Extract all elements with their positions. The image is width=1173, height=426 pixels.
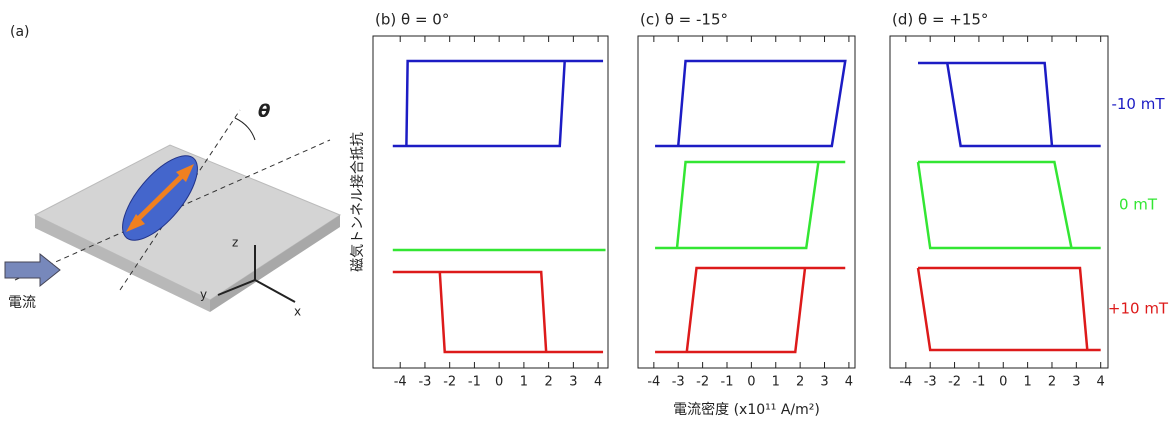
x-tick-label: -2 [948, 375, 961, 390]
series-label: -10 mT [1111, 95, 1165, 113]
x-tick-label: 4 [845, 375, 853, 390]
x-tick-label: -2 [443, 375, 456, 390]
panel-label: (a) [10, 24, 30, 40]
angle-label: θ [258, 101, 270, 122]
x-tick-label: 3 [569, 375, 577, 390]
hysteresis-line [393, 272, 603, 352]
x-tick-label: -1 [721, 375, 734, 390]
x-tick-label: 1 [1023, 375, 1031, 390]
x-tick-label: 3 [1072, 375, 1080, 390]
plot-frame [638, 36, 855, 368]
series-label: +10 mT [1108, 300, 1169, 318]
x-tick-label: 4 [594, 375, 602, 390]
y-axis-label: 磁気トンネル接合抵抗 [349, 132, 366, 272]
x-tick-label: 0 [747, 375, 755, 390]
hysteresis-line [918, 63, 1101, 146]
hysteresis-line [655, 61, 845, 146]
panel-title: (c) θ = -15° [640, 11, 728, 29]
x-tick-label: -4 [394, 375, 407, 390]
hysteresis-line [655, 162, 845, 248]
figure: (a) θ z y x 電流 (b) θ = 0°磁気トンネル接合抵抗-4-3-… [0, 0, 1173, 426]
axis-label: y [200, 288, 207, 302]
hysteresis-line [655, 268, 845, 352]
x-tick-label: -1 [972, 375, 985, 390]
x-tick-label: 0 [495, 375, 503, 390]
x-tick-label: -4 [647, 375, 660, 390]
axis-label: x [294, 305, 301, 319]
x-tick-label: -2 [696, 375, 709, 390]
series-label: 0 mT [1119, 196, 1158, 214]
angle-arc [235, 118, 255, 140]
schematic: (a) θ z y x 電流 [5, 24, 340, 319]
x-tick-label: 4 [1097, 375, 1105, 390]
hysteresis-line [918, 162, 1101, 248]
x-tick-label: -1 [468, 375, 481, 390]
current-label: 電流 [8, 295, 36, 311]
hysteresis-line [918, 268, 1101, 350]
panel-title: (d) θ = +15° [892, 11, 988, 29]
x-tick-label: 0 [999, 375, 1007, 390]
hysteresis-line [393, 61, 603, 146]
x-axis-label: 電流密度 (x10¹¹ A/m²) [673, 401, 820, 418]
x-tick-label: 1 [520, 375, 528, 390]
current-arrow [5, 254, 60, 286]
axis-x [255, 280, 295, 302]
x-tick-label: -3 [672, 375, 685, 390]
x-tick-label: 2 [796, 375, 804, 390]
x-tick-label: 3 [820, 375, 828, 390]
x-tick-label: 2 [544, 375, 552, 390]
axis-label: z [232, 236, 238, 250]
x-tick-label: -4 [899, 375, 912, 390]
x-tick-label: -3 [418, 375, 431, 390]
panel-title: (b) θ = 0° [375, 11, 449, 29]
x-tick-label: 2 [1048, 375, 1056, 390]
x-tick-label: 1 [772, 375, 780, 390]
x-tick-label: -3 [924, 375, 937, 390]
